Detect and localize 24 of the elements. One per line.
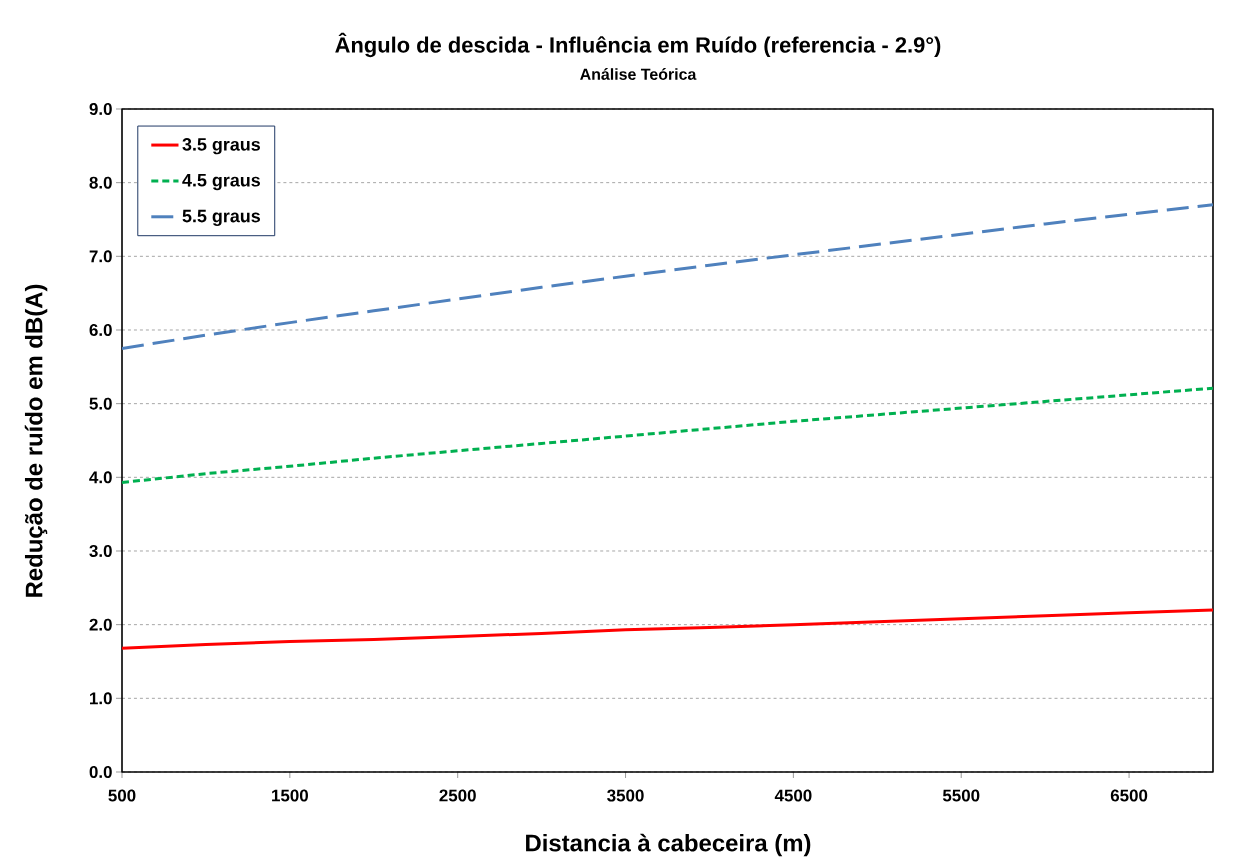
legend-label: 4.5 graus xyxy=(182,174,260,191)
y-tick-label: 3.0 xyxy=(89,544,112,557)
x-tick-label: 6500 xyxy=(1110,789,1148,802)
chart-subtitle: Análise Teórica xyxy=(580,68,697,80)
y-tick-label: 8.0 xyxy=(89,176,112,189)
y-tick-label: 9.0 xyxy=(89,102,112,115)
x-tick-label: 5500 xyxy=(942,789,980,802)
y-tick-label: 4.0 xyxy=(89,471,112,484)
x-tick-label: 500 xyxy=(108,789,136,802)
y-tick-label: 7.0 xyxy=(89,250,112,263)
x-tick-label: 1500 xyxy=(272,789,308,802)
y-tick-label: 0.0 xyxy=(89,765,112,778)
chart-title: Ângulo de descida - Influência em Ruído (referencia - 2.9°) xyxy=(335,32,941,58)
x-tick-label: 3500 xyxy=(607,789,644,802)
y-tick-label: 2.0 xyxy=(89,618,112,631)
legend-label: 3.5 graus xyxy=(182,138,260,155)
x-tick-label: 4500 xyxy=(774,789,812,802)
x-tick-label: 2500 xyxy=(439,789,476,802)
y-tick-label: 6.0 xyxy=(89,323,112,336)
y-tick-label: 1.0 xyxy=(90,692,112,705)
legend-label: 5.5 graus xyxy=(182,209,260,226)
y-tick-label: 5.0 xyxy=(89,397,112,410)
x-axis-title: Distancia à cabeceira (m) xyxy=(526,833,811,857)
y-axis-title: Redução de ruído em dB(A) xyxy=(24,284,48,597)
